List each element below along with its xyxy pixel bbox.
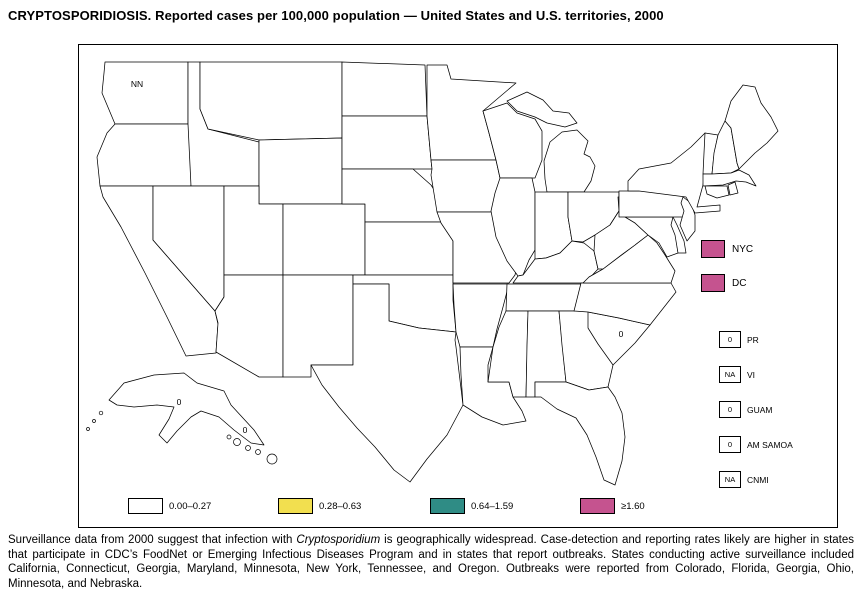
range-1-swatch <box>128 498 163 514</box>
state-me <box>724 84 779 170</box>
state-sd <box>341 115 433 170</box>
state-ma <box>702 169 757 187</box>
state-or <box>96 123 192 187</box>
range-4-swatch <box>580 498 615 514</box>
legend-row-am-samoa: 0 AM SAMOA <box>719 436 793 453</box>
state-label-ak: 0 <box>177 397 182 407</box>
pr-label: PR <box>747 334 759 345</box>
legend-row-vi: NA VI <box>719 366 793 383</box>
vi-label: VI <box>747 369 756 380</box>
page-title: CRYPTOSPORIDIOSIS. Reported cases per 10… <box>8 8 664 23</box>
state-nc <box>573 282 677 326</box>
hawaii-island <box>233 438 241 446</box>
state-ak <box>108 372 265 446</box>
state-mi <box>543 129 596 193</box>
legend-row-guam: 0 GUAM <box>719 401 793 418</box>
legend-range-1: 0.00–0.27 <box>128 498 211 514</box>
guam-value-box: 0 <box>719 401 741 418</box>
am-samoa-value-box: 0 <box>719 436 741 453</box>
nyc-color-swatch <box>701 240 725 258</box>
aleutian-island <box>98 410 104 416</box>
state-ri <box>727 181 739 196</box>
state-az <box>214 274 284 378</box>
footnote-italic-term: Cryptosporidium <box>296 534 381 546</box>
aleutian-island <box>92 419 96 423</box>
guam-label: GUAM <box>747 404 773 415</box>
hawaii-island <box>255 449 261 455</box>
map-frame: NN 0 0 0 NYC DC 0 PR NA VI 0 GUAM 0 <box>78 44 838 528</box>
range-3-label: 0.64–1.59 <box>471 500 514 512</box>
legend-row-nyc: NYC <box>701 240 753 258</box>
vi-value-box: NA <box>719 366 741 383</box>
state-nm <box>282 274 354 378</box>
pr-value-box: 0 <box>719 331 741 348</box>
legend-row-cnmi: NA CNMI <box>719 471 793 488</box>
state-label-wa: NN <box>131 79 143 89</box>
hawaii-island <box>266 453 278 465</box>
range-4-label: ≥1.60 <box>621 500 645 512</box>
range-1-label: 0.00–0.27 <box>169 500 212 512</box>
cnmi-value-box: NA <box>719 471 741 488</box>
state-tx <box>310 283 464 483</box>
state-co <box>282 203 366 276</box>
state-ky <box>512 240 599 284</box>
dc-label: DC <box>732 277 747 289</box>
range-3-swatch <box>430 498 465 514</box>
us-map: NN 0 0 0 <box>86 61 779 486</box>
footnote-text-rest: is geographically widespread. Case-detec… <box>8 534 854 590</box>
legend-range-4: ≥1.60 <box>580 498 645 514</box>
dc-color-swatch <box>701 274 725 292</box>
cnmi-label: CNMI <box>747 474 769 485</box>
state-label-hi: 0 <box>243 425 248 435</box>
footnote: Surveillance data from 2000 suggest that… <box>8 533 854 591</box>
footnote-text-start: Surveillance data from 2000 suggest that… <box>8 534 297 546</box>
state-fl <box>534 381 626 486</box>
hawaii-island <box>245 445 251 451</box>
state-wi <box>482 102 543 179</box>
state-wa <box>101 61 189 125</box>
state-ct <box>704 185 730 199</box>
state-de <box>670 216 687 254</box>
territory-legend: 0 PR NA VI 0 GUAM 0 AM SAMOA NA CNMI <box>719 331 793 506</box>
range-2-swatch <box>278 498 313 514</box>
hawaii-island <box>226 434 232 440</box>
state-mt <box>199 61 343 141</box>
states-layer <box>86 61 779 486</box>
state-mi-upper <box>506 91 578 128</box>
state-la <box>459 346 527 426</box>
aleutian-island <box>86 427 90 431</box>
am-samoa-label: AM SAMOA <box>747 439 793 450</box>
range-2-label: 0.28–0.63 <box>319 500 362 512</box>
nyc-label: NYC <box>732 243 754 255</box>
city-legend: NYC DC <box>701 240 753 308</box>
legend-range-2: 0.28–0.63 <box>278 498 361 514</box>
state-wy <box>258 137 343 205</box>
legend-row-pr: 0 PR <box>719 331 793 348</box>
legend-row-dc: DC <box>701 274 753 292</box>
state-ks <box>364 221 454 276</box>
state-label-sc: 0 <box>619 329 624 339</box>
state-nd <box>341 61 428 117</box>
legend-range-3: 0.64–1.59 <box>430 498 513 514</box>
map-labels-layer: NN 0 0 0 <box>131 79 624 435</box>
